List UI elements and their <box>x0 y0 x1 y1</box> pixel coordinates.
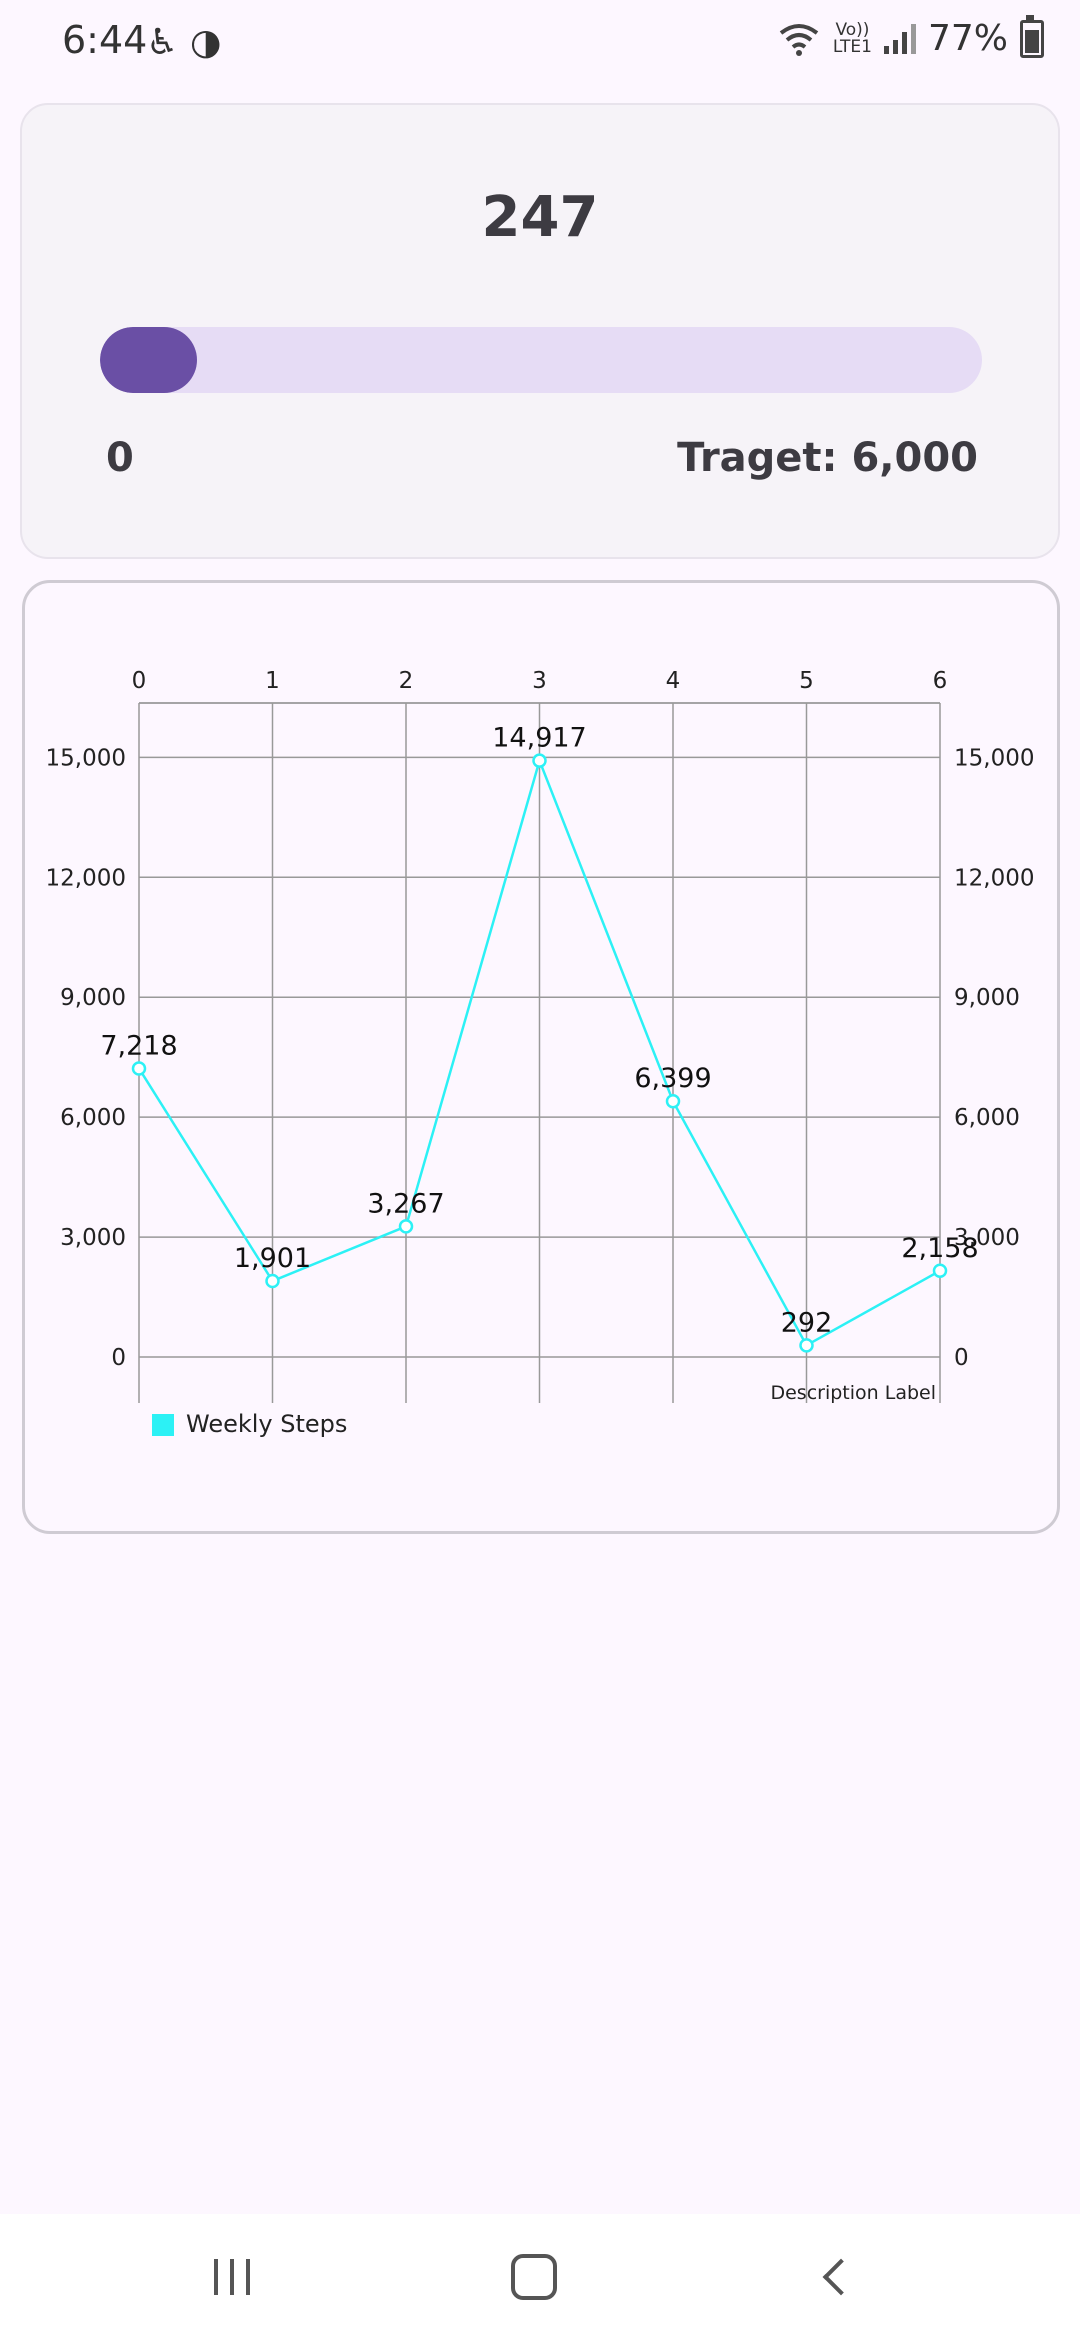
data-label: 2,158 <box>901 1233 978 1264</box>
steps-count: 247 <box>481 185 599 250</box>
weekly-steps-chart: 0 1 2 3 4 5 6 0 0 3,000 3,000 6,000 6,000 9,000 9,000 1… <box>46 668 1035 1404</box>
data-point <box>265 1273 280 1289</box>
home-button[interactable] <box>434 2214 634 2340</box>
home-icon <box>511 2254 557 2300</box>
navigation-bar <box>0 2214 1080 2340</box>
signal-icon <box>883 23 916 54</box>
network-label-bottom: LTE1 <box>832 36 872 57</box>
back-icon <box>822 2258 860 2296</box>
data-point <box>532 753 547 768</box>
data-saver-icon: ◑ <box>190 22 222 63</box>
progress-target-label: Traget: 6,000 <box>677 435 978 481</box>
y-tick-label-left: 12,000 <box>46 865 126 891</box>
y-tick-label-left: 15,000 <box>46 745 126 771</box>
data-point <box>398 1219 414 1234</box>
y-tick-label-left: 6,000 <box>60 1105 126 1131</box>
recent-apps-button[interactable] <box>132 2214 332 2340</box>
data-label: 1,901 <box>234 1243 311 1274</box>
data-label: 292 <box>781 1307 833 1338</box>
legend-label: Weekly Steps <box>186 1410 348 1438</box>
y-tick-label-right: 6,000 <box>954 1105 1020 1131</box>
steps-summary-card: 247 0 Traget: 6,000 <box>20 103 1060 559</box>
weekly-steps-chart-card <box>22 580 1060 1534</box>
data-label: 14,917 <box>492 723 586 754</box>
steps-progress-fill <box>100 327 198 393</box>
recent-apps-icon <box>214 2259 250 2295</box>
chart-description-label: Description Label <box>770 1382 936 1404</box>
y-tick-label-left: 9,000 <box>60 985 126 1011</box>
network-type: Vo)) LTE1 <box>832 19 872 57</box>
y-tick-label-right: 0 <box>954 1345 969 1371</box>
x-tick-label: 4 <box>666 668 681 694</box>
data-point <box>665 1093 681 1109</box>
data-label: 3,267 <box>367 1188 444 1219</box>
accessibility-icon: ♿ <box>146 22 179 63</box>
steps-progress-bar <box>100 327 982 393</box>
data-label: 6,399 <box>634 1063 711 1094</box>
y-tick-label-right: 12,000 <box>954 865 1034 891</box>
back-button[interactable] <box>736 2214 936 2340</box>
x-tick-label: 3 <box>532 668 547 694</box>
x-tick-label: 2 <box>399 668 414 694</box>
x-tick-label: 1 <box>265 668 280 694</box>
data-label: 7,218 <box>100 1030 177 1061</box>
status-time: 6:44 <box>62 18 148 62</box>
x-tick-label: 5 <box>799 668 814 694</box>
x-tick-label: 0 <box>132 668 147 694</box>
y-tick-label-left: 3,000 <box>60 1225 126 1251</box>
y-tick-label-right: 15,000 <box>954 745 1034 771</box>
y-tick-label-right: 9,000 <box>954 985 1020 1011</box>
data-point <box>799 1338 814 1353</box>
battery-percent: 77% <box>927 18 1008 59</box>
data-point <box>932 1263 948 1279</box>
y-tick-label-left: 0 <box>111 1345 126 1371</box>
progress-min-label: 0 <box>106 435 134 481</box>
status-bar: 6:44 ♿ ◑ Vo)) LTE1 77% <box>0 0 1080 86</box>
legend-swatch <box>152 1414 174 1436</box>
wifi-icon <box>779 23 819 56</box>
network-label-top: Vo)) <box>835 19 870 40</box>
data-point <box>131 1061 147 1076</box>
status-right: Vo)) LTE1 77% <box>777 14 1044 59</box>
x-tick-label: 6 <box>933 668 948 694</box>
battery-icon <box>1020 14 1044 58</box>
y-tick-label-right: 3,000 <box>954 1225 1020 1251</box>
